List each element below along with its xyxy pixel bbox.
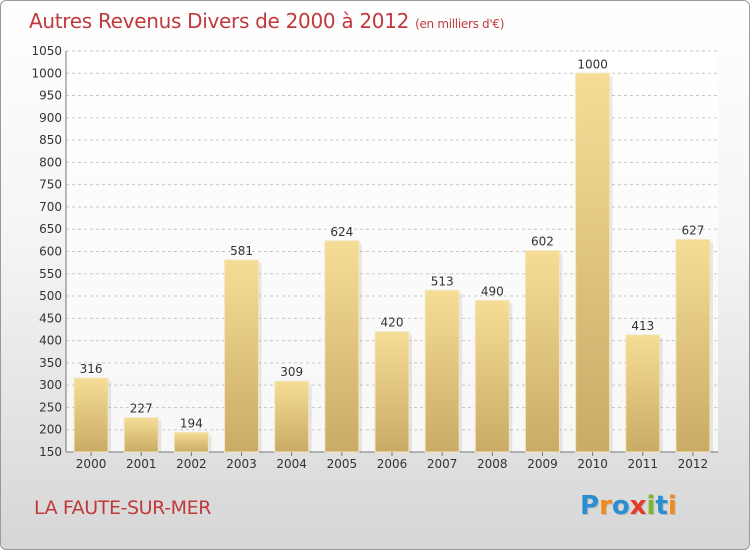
x-tick-label: 2006 — [377, 457, 408, 471]
bar — [73, 377, 109, 453]
y-tick-label: 950 — [39, 89, 62, 103]
bar — [625, 334, 661, 453]
logo-letter: P — [580, 491, 600, 521]
x-tick-label: 2008 — [477, 457, 508, 471]
x-tick-label: 2010 — [577, 457, 608, 471]
data-label: 490 — [481, 285, 504, 299]
bar — [424, 289, 460, 453]
data-label: 316 — [80, 362, 103, 376]
logo-letter: r — [599, 491, 612, 521]
data-label: 309 — [280, 365, 303, 379]
y-tick-label: 150 — [39, 445, 62, 459]
bar — [575, 72, 611, 453]
bar — [123, 417, 159, 453]
y-tick-label: 750 — [39, 178, 62, 192]
y-tick-label: 200 — [39, 423, 62, 437]
chart-title: Autres Revenus Divers de 2000 à 2012 (en … — [29, 9, 504, 33]
y-tick-label: 450 — [39, 311, 62, 325]
chart-unit-label: (en milliers d'€) — [415, 17, 505, 31]
y-tick-label: 900 — [39, 111, 62, 125]
y-tick-label: 800 — [39, 155, 62, 169]
y-tick-label: 850 — [39, 133, 62, 147]
x-tick-label: 2007 — [427, 457, 458, 471]
bar — [274, 380, 310, 453]
data-label: 194 — [180, 416, 203, 430]
bar — [524, 250, 560, 453]
data-label: 581 — [230, 244, 253, 258]
data-label: 413 — [631, 319, 654, 333]
x-tick-label: 2009 — [527, 457, 558, 471]
bar — [474, 300, 510, 453]
y-tick-label: 600 — [39, 245, 62, 259]
x-tick-label: 2011 — [627, 457, 658, 471]
y-tick-label: 650 — [39, 222, 62, 236]
x-tick-label: 2000 — [76, 457, 107, 471]
x-tick-label: 2004 — [276, 457, 307, 471]
x-tick-label: 2002 — [176, 457, 207, 471]
data-label: 420 — [381, 316, 404, 330]
data-label: 227 — [130, 402, 153, 416]
logo-letter: x — [629, 491, 647, 521]
y-tick-label: 1050 — [31, 44, 62, 58]
logo-letter: i — [646, 491, 656, 521]
data-label: 602 — [531, 235, 554, 249]
y-tick-label: 500 — [39, 289, 62, 303]
logo-letter: i — [667, 491, 677, 521]
x-tick-label: 2001 — [126, 457, 157, 471]
x-tick-label: 2012 — [678, 457, 709, 471]
bar — [675, 238, 711, 453]
chart-title-text: Autres Revenus Divers de 2000 à 2012 — [29, 9, 410, 33]
bar — [224, 259, 260, 453]
logo-letter: t — [655, 491, 668, 521]
proxiti-logo[interactable]: Proxiti — [580, 491, 677, 521]
bar — [324, 240, 360, 453]
y-tick-label: 550 — [39, 267, 62, 281]
y-tick-label: 400 — [39, 334, 62, 348]
data-label: 1000 — [577, 57, 608, 71]
y-tick-label: 700 — [39, 200, 62, 214]
data-label: 513 — [431, 274, 454, 288]
bar — [173, 431, 209, 453]
x-tick-label: 2005 — [327, 457, 358, 471]
y-tick-label: 300 — [39, 378, 62, 392]
y-tick-label: 350 — [39, 356, 62, 370]
data-label: 624 — [330, 225, 353, 239]
logo-letter: o — [611, 491, 630, 521]
y-tick-label: 1000 — [31, 66, 62, 80]
y-tick-label: 250 — [39, 400, 62, 414]
commune-name: LA FAUTE-SUR-MER — [34, 497, 212, 519]
x-tick-label: 2003 — [226, 457, 257, 471]
data-label: 627 — [681, 223, 704, 237]
bar — [374, 331, 410, 453]
